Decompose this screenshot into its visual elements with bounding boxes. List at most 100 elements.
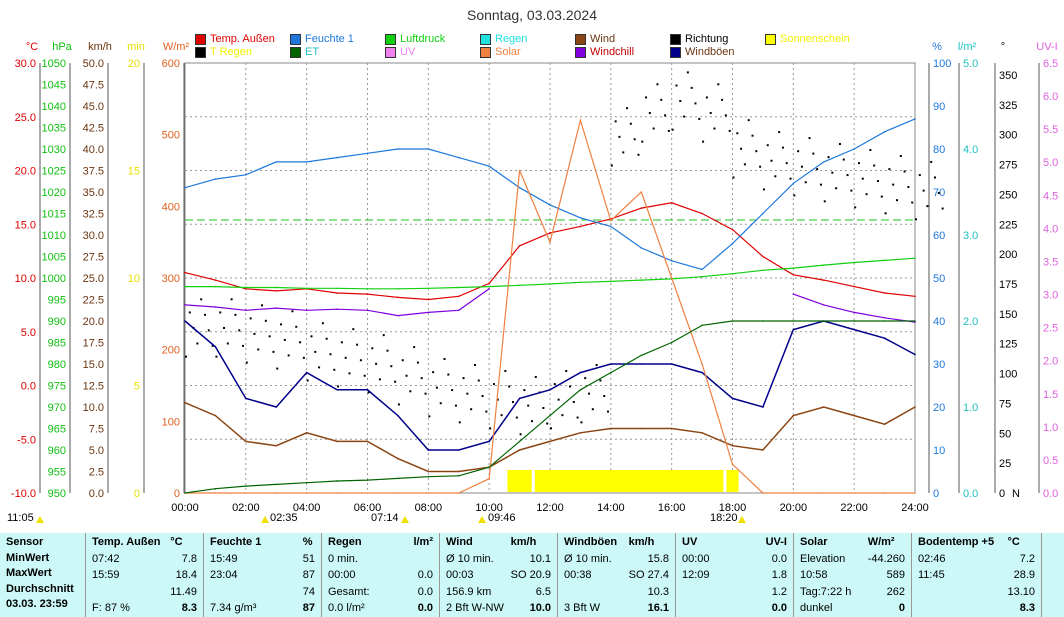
direction-point xyxy=(515,416,518,419)
direction-point xyxy=(219,311,222,314)
cell-value: -44.260 xyxy=(867,552,905,565)
direction-point xyxy=(591,408,594,411)
direction-point xyxy=(645,96,648,99)
data-point xyxy=(549,232,551,234)
direction-point xyxy=(694,102,697,105)
legend-swatch xyxy=(385,33,396,45)
cell-label: 0 min. xyxy=(328,552,358,565)
axis-tick-press: 1040 xyxy=(42,101,66,113)
data-point xyxy=(640,279,643,281)
axis-tick-solar: 500 xyxy=(162,130,180,142)
direction-point xyxy=(200,298,203,301)
data-point xyxy=(670,363,673,365)
direction-point xyxy=(340,341,343,344)
axis-tick-wind: 22.5 xyxy=(83,295,104,307)
data-point xyxy=(518,449,521,451)
column-header: Feuchte 1 xyxy=(210,536,262,548)
cell-label: 156.9 km xyxy=(446,585,492,598)
table-column: Windböen km/h Ø 10 min. 15.8 00:38 SO 27.4 10.… xyxy=(558,533,676,617)
direction-point xyxy=(523,389,526,392)
data-point xyxy=(427,475,430,478)
direction-point xyxy=(188,311,191,314)
sunset-time: 18:20 xyxy=(710,512,738,524)
direction-point xyxy=(477,379,480,382)
cell-value: 8.3 xyxy=(1019,602,1035,614)
x-tick-label: 18:00 xyxy=(719,502,747,514)
axis-tick-temp: -5.0 xyxy=(17,434,36,446)
cell-value: 16.1 xyxy=(647,602,669,614)
data-point xyxy=(549,283,551,285)
cell-label: 02:46 xyxy=(918,552,946,565)
data-point xyxy=(214,178,217,180)
row-label: Sensor xyxy=(6,536,44,548)
data-point xyxy=(579,119,582,122)
data-point xyxy=(214,306,217,308)
axis-tick-press: 955 xyxy=(48,467,66,479)
legend-swatch xyxy=(575,33,586,45)
axis-tick-wind: 37.5 xyxy=(83,166,104,178)
data-point xyxy=(366,309,369,312)
direction-point xyxy=(873,164,876,167)
direction-point xyxy=(876,180,879,183)
data-point xyxy=(518,244,521,247)
legend-label: T Regen xyxy=(210,46,252,58)
direction-point xyxy=(356,343,359,346)
direction-point xyxy=(485,410,488,413)
data-point xyxy=(853,414,855,417)
data-point xyxy=(640,207,643,209)
axis-tick-hum: 60 xyxy=(933,230,945,242)
direction-point xyxy=(762,188,765,191)
data-point xyxy=(275,307,278,309)
axis-tick-uv: 0.5 xyxy=(1043,455,1058,467)
direction-point xyxy=(504,369,507,372)
column-header: UV xyxy=(682,536,698,548)
direction-point xyxy=(941,207,944,210)
axis-tick-dir: 150 xyxy=(999,309,1017,321)
data-point xyxy=(214,492,217,494)
direction-point xyxy=(492,383,495,386)
direction-point xyxy=(823,200,826,203)
axis-tick-press: 1015 xyxy=(42,209,66,221)
direction-point xyxy=(226,342,229,345)
direction-point xyxy=(481,395,484,398)
axis-tick-wind: 7.5 xyxy=(89,424,104,436)
direction-point xyxy=(854,206,857,209)
axis-tick-temp: 20.0 xyxy=(15,166,36,178)
row-label: Durchschnitt xyxy=(6,582,74,595)
direction-point xyxy=(656,83,659,86)
direction-point xyxy=(724,114,727,117)
direction-point xyxy=(207,329,210,332)
axis-tick-uv: 1.0 xyxy=(1043,422,1058,434)
data-point xyxy=(822,492,825,494)
cell-label xyxy=(564,585,629,601)
data-point xyxy=(610,225,612,228)
axis-tick-wind: 15.0 xyxy=(83,359,104,371)
row-label: 03.03. 23:59 xyxy=(6,598,68,610)
direction-point xyxy=(838,143,841,146)
direction-point xyxy=(652,127,655,130)
data-point xyxy=(427,449,430,451)
axis-tick-press: 1005 xyxy=(42,252,66,264)
direction-point xyxy=(842,158,845,161)
data-point xyxy=(792,182,795,185)
cell-label: Elevation xyxy=(800,552,846,565)
direction-point xyxy=(420,377,423,380)
axis-tick-wind: 30.0 xyxy=(83,230,104,242)
data-point xyxy=(579,225,582,228)
moonrise-time: 09:46 xyxy=(488,512,516,524)
direction-point xyxy=(325,337,328,340)
direction-point xyxy=(447,373,450,376)
axis-unit-solar: W/m² xyxy=(163,41,190,53)
axis-tick-dir: 0 xyxy=(999,488,1005,500)
data-point xyxy=(305,371,308,374)
axis-tick-press: 995 xyxy=(48,295,66,307)
direction-point xyxy=(318,366,321,369)
axis-tick-dir: 125 xyxy=(999,339,1017,351)
axis-tick-solar: 0 xyxy=(174,488,180,500)
axis-tick-uv: 4.5 xyxy=(1043,190,1058,202)
data-point xyxy=(245,309,247,312)
legend-label: Sonnenschein xyxy=(780,33,850,45)
axis-tick-press: 985 xyxy=(48,338,66,350)
data-point xyxy=(883,259,886,262)
direction-point xyxy=(432,371,435,374)
